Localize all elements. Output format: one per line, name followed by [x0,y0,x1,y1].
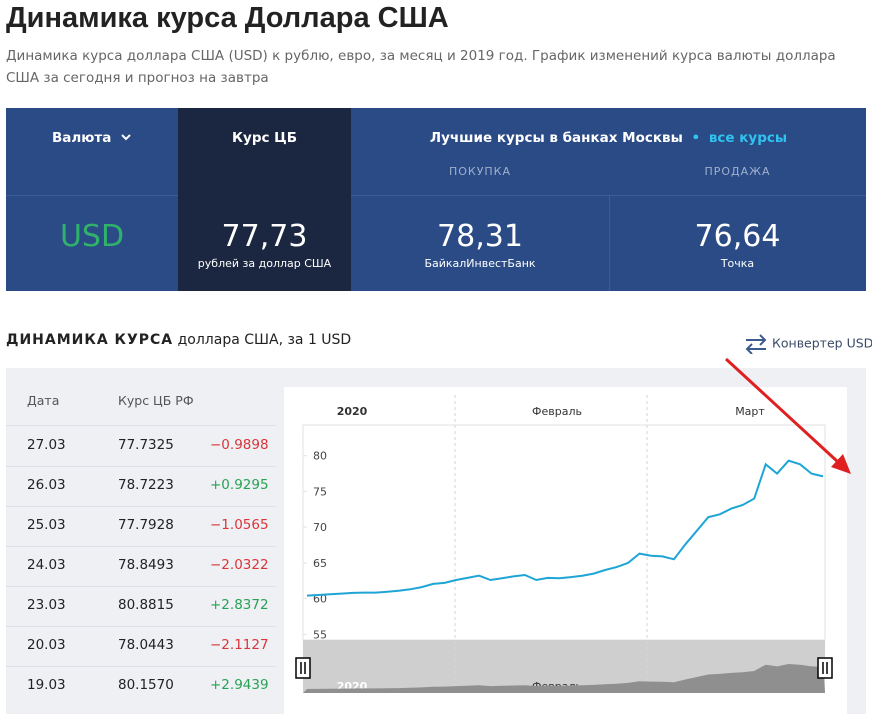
rate-cell: 77.7928 [118,517,174,533]
y-tick-label: 80 [313,450,327,463]
currency-select[interactable]: Валюта [6,130,178,146]
cb-note: рублей за доллар США [197,257,332,270]
section-title-rest: доллара США, за 1 USD [177,332,352,348]
row-separator [6,586,276,587]
sell-label: ПРОДАЖА [704,165,771,178]
cb-label: Курс ЦБ [231,130,297,146]
y-tick-label: 55 [313,628,327,641]
row-separator [6,506,276,507]
banks-label: Лучшие курсы в банках Москвы [429,130,683,146]
chevron-icon [121,134,131,141]
section-title: ДИНАМИКА КУРСА доллара США, за 1 USD [6,332,351,348]
date-cell: 24.03 [27,557,66,573]
y-tick-label: 70 [313,521,327,534]
rates-panel: Валюта Курс ЦБ Лучшие курсы в банках Мос… [6,108,866,291]
change-cell: −0.9898 [210,437,269,453]
cb-rate: 77,73 [221,219,308,254]
all-rates-link[interactable]: все курсы [708,130,788,146]
period-label: 2020 [337,405,368,418]
y-tick-label: 75 [313,485,327,498]
buy-bank: БайкалИнвестБанк [424,257,536,270]
y-tick-label: 65 [313,557,327,570]
banks-header: Лучшие курсы в банках Москвы • все курсы [351,130,866,146]
table-header: Курс ЦБ РФ [118,393,194,408]
buy-rate: 78,31 [437,219,523,254]
rate-cell: 78.0443 [118,637,174,653]
date-cell: 25.03 [27,517,66,533]
date-cell: 20.03 [27,637,66,653]
row-separator [6,666,276,667]
sell-bank: Точка [720,257,755,270]
row-separator [6,466,276,467]
rate-line [306,459,824,597]
date-cell: 26.03 [27,477,66,493]
page-subtitle: Динамика курса доллара США (USD) к рублю… [6,48,836,86]
rate-cell: 80.8815 [118,597,174,613]
divider [351,195,866,196]
converter-label: Конвертер USD [772,335,872,351]
sell-rate: 76,64 [694,219,781,254]
cb-column [178,108,351,291]
converter-link[interactable]: Конвертер USD [744,334,872,355]
change-cell: −2.0322 [210,557,269,573]
row-separator [6,425,276,426]
navigator-handle[interactable] [295,657,311,679]
row-separator [6,626,276,627]
change-cell: +2.9439 [210,677,269,693]
change-cell: +0.9295 [210,477,269,493]
page-title: Динамика курса Доллара США [6,2,449,34]
currency-label: Валюта [51,130,112,146]
rate-chart: 20202020ФевральФевральМартМарт5560657075… [284,387,847,714]
change-cell: +2.8372 [210,597,269,613]
bullet: • [691,130,701,146]
date-cell: 23.03 [27,597,66,613]
navigator-handle[interactable] [817,657,833,679]
date-cell: 19.03 [27,677,66,693]
currency-code: USD [59,219,125,254]
rate-cell: 77.7325 [118,437,174,453]
rate-cell: 78.7223 [118,477,174,493]
rate-cell: 78.8493 [118,557,174,573]
navigator-area [303,664,825,693]
section-title-bold: ДИНАМИКА КУРСА [6,332,174,348]
change-cell: −1.0565 [210,517,269,533]
handle-body [817,657,833,679]
buy-label: ПОКУПКА [448,165,512,178]
converter-icon [745,334,767,355]
handle-body [295,657,311,679]
date-cell: 27.03 [27,437,66,453]
table-header: Дата [27,393,60,408]
row-separator [6,546,276,547]
divider [609,195,610,291]
period-label: Февраль [532,405,582,418]
change-cell: −2.1127 [210,637,269,653]
period-label: Март [735,405,765,418]
divider [6,195,178,196]
rate-cell: 80.1570 [118,677,174,693]
